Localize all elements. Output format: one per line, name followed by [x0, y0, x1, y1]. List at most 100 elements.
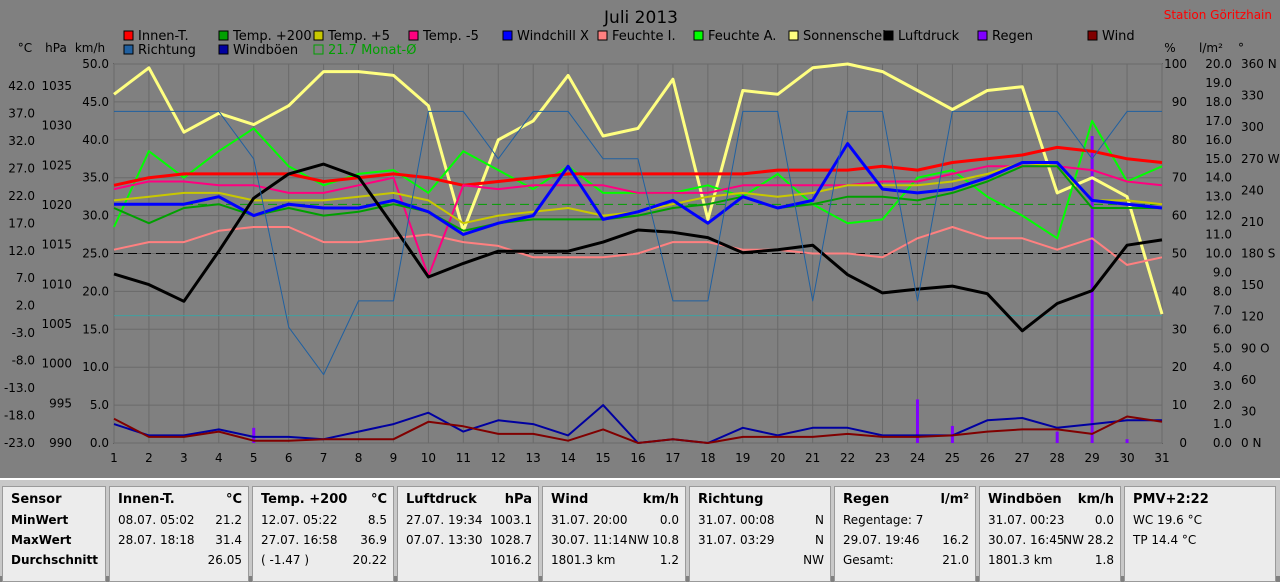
legend-swatch: [313, 30, 324, 41]
y-tick-label: 1.0: [1213, 417, 1232, 431]
y-tick-label: 20: [1172, 360, 1187, 374]
legend-swatch: [977, 30, 988, 41]
x-tick-label: 26: [980, 451, 995, 465]
y-tick-label: 0 N: [1241, 436, 1261, 450]
stats-unit: km/h: [1077, 492, 1114, 507]
legend-swatch: [788, 30, 799, 41]
x-tick-label: 2: [145, 451, 153, 465]
y-tick-label: 30: [1241, 404, 1256, 418]
stats-cell-c: NW: [803, 553, 824, 567]
stats-unit: l/m²: [940, 492, 969, 507]
stats-cell-a: Durchschnitt: [11, 553, 99, 567]
y-tick-label: -23.0: [4, 436, 35, 450]
y-tick-label: 360 N: [1241, 57, 1277, 71]
legend-label: Luftdruck: [898, 29, 960, 44]
y-tick-label: 4.0: [1213, 360, 1232, 374]
y-tick-label: 14.0: [1205, 171, 1232, 185]
y-tick-label: 240: [1241, 183, 1264, 197]
x-tick-label: 22: [840, 451, 855, 465]
stats-cell-c: N: [815, 513, 824, 527]
x-tick-label: 16: [630, 451, 645, 465]
x-tick-label: 18: [700, 451, 715, 465]
y-tick-label: 2.0: [16, 299, 35, 313]
stats-cell-a: 31.07. 03:29: [698, 533, 775, 547]
y-tick-label: 11.0: [1205, 228, 1232, 242]
x-tick-label: 7: [320, 451, 328, 465]
legend-label: Windchill X: [517, 29, 589, 44]
x-tick-label: 8: [355, 451, 363, 465]
y-tick-label: 1005: [41, 317, 72, 331]
legend-label: Regen: [992, 29, 1033, 44]
stats-cell-c: 0.0: [1094, 513, 1114, 527]
stats-title: Wind: [551, 492, 589, 507]
y-tick-label: 2.0: [1213, 398, 1232, 412]
stats-box-wind: Wind km/h 31.07. 20:00 0.0 30.07. 11:14 NW 10.…: [542, 486, 686, 582]
series-line-wind: [113, 415, 1163, 444]
stats-cell-a: 27.07. 16:58: [261, 533, 338, 547]
stats-cell-a: 1801.3 km: [551, 553, 616, 567]
legend-swatch: [693, 30, 704, 41]
stats-title: Richtung: [698, 492, 764, 507]
x-tick-label: 23: [875, 451, 890, 465]
stats-cell-a: 31.07. 00:23: [988, 513, 1065, 527]
legend-swatch: [313, 44, 324, 55]
x-tick-label: 20: [770, 451, 785, 465]
y-tick-label: 7.0: [1213, 303, 1232, 317]
y-tick-label: 1030: [41, 119, 72, 133]
stats-cell-a: Gesamt:: [843, 553, 894, 567]
legend-swatch: [502, 30, 513, 41]
y-tick-label: 0.0: [1213, 436, 1232, 450]
stats-cell-a: 29.07. 19:46: [843, 533, 920, 547]
y-tick-label: 60: [1241, 373, 1256, 387]
stats-box-temp-200: Temp. +200 °C 12.07. 05:22 8.5 27.07. 16:58 3…: [252, 486, 394, 582]
axis-unit-temp: °C: [18, 41, 32, 55]
rain-bar: [915, 399, 919, 443]
x-axis-ticks: 1 2 3 4 5 6 7 8 9 10 11 12 13 14 15 16 17 18 19 20 21 22 23 24 2…: [110, 451, 1169, 465]
stats-cell-a: MaxWert: [11, 533, 72, 547]
y-tick-label: 70: [1172, 171, 1187, 185]
series-line-windchill-x: [114, 142, 1163, 236]
station-name: Station Göritzhain: [1164, 8, 1272, 22]
y-tick-label: 20.0: [82, 284, 109, 298]
y-tick-label: 19.0: [1205, 76, 1232, 90]
series-line-temp-200: [113, 165, 1162, 232]
y-tick-label: 35.0: [82, 171, 109, 185]
legend-swatch: [218, 44, 229, 55]
x-tick-label: 13: [526, 451, 541, 465]
axis-unit-labels: °C hPa km/h% l/m² °: [18, 41, 1244, 55]
y-tick-label: 180 S: [1241, 247, 1275, 261]
y-tick-label: 5.0: [1213, 341, 1232, 355]
x-tick-label: 21: [805, 451, 820, 465]
stats-cell-a: 30.07. 11:14: [551, 533, 628, 547]
y-tick-label: 15.0: [82, 322, 109, 336]
x-tick-label: 17: [665, 451, 680, 465]
weather-chart: 1 2 3 4 5 6 7 8 9 10 11 12 13 14 15 16 17 18 19 20 21 22 23 24 2…: [3, 8, 1280, 465]
y-tick-label: 40: [1172, 284, 1187, 298]
stats-box-luftdruck: Luftdruck hPa 27.07. 19:34 1003.1 07.07. 13:…: [397, 486, 539, 582]
y-tick-label: 27.0: [8, 161, 35, 175]
x-tick-label: 10: [421, 451, 436, 465]
legend-swatch: [408, 30, 419, 41]
stats-cell-c: 1.2: [659, 553, 679, 567]
y-tick-label: 40.0: [82, 133, 109, 147]
stats-title: Regen: [843, 492, 890, 507]
x-tick-label: 4: [215, 451, 223, 465]
stats-panel: Sensor MinWert MaxWert Durchschnitt Innen-T.…: [0, 478, 1280, 582]
stats-box-pmv-2-22: PMV+2:22 WC 19.6 °C TP 14.4 °C: [1124, 486, 1276, 582]
rain-bar: [252, 427, 256, 443]
y-tick-label: 22.0: [8, 189, 35, 203]
axis-unit-pct: %: [1164, 41, 1175, 55]
stats-cell-c: 20.22: [352, 553, 387, 567]
x-tick-label: 11: [456, 451, 471, 465]
legend-label: Innen-T.: [138, 29, 189, 44]
legend-label: Sonnenschein: [803, 29, 894, 44]
y-tick-label: 210: [1241, 215, 1264, 229]
y-tick-label: 7.0: [16, 271, 35, 285]
stats-cell-c: N: [815, 533, 824, 547]
legend-label: Temp. +5: [327, 29, 390, 44]
x-tick-label: 19: [735, 451, 750, 465]
series-line-luftdruck: [113, 162, 1163, 333]
y-tick-label: 0: [1179, 436, 1187, 450]
legend-label: Wind: [1102, 29, 1135, 44]
legend-label: 21.7 Monat-Ø: [328, 43, 416, 58]
